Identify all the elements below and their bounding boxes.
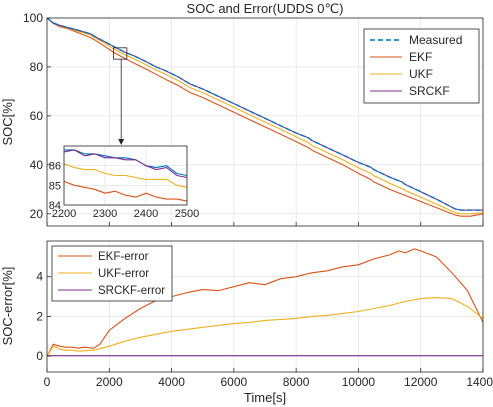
error-y-ticks: 0 2 4 [36,270,51,363]
inset-series-lines [63,149,188,202]
error-y-tick-label: 0 [36,349,43,363]
error-y-tick-label: 2 [36,309,43,323]
error-legend-label: SRCKF-error [98,285,165,297]
inset-x-tick-label: 2200 [52,208,76,220]
error-x-tick-label: 6000 [221,375,248,389]
soc-series-ekf [46,17,484,217]
soc-y-tick-label: 80 [30,60,44,74]
inset-y-tick-label: 86 [49,161,61,173]
error-x-tick-label: 0 [44,375,51,389]
inset-ticks: 2200 2300 2400 2500 84 85 86 [49,161,199,220]
soc-y-tick-label: 20 [30,207,44,221]
error-x-tick-label: 4000 [158,375,185,389]
inset-y-tick-label: 84 [49,200,61,212]
error-x-tick-label: 12000 [404,375,438,389]
error-x-tick-label: 8000 [283,375,310,389]
error-series-ukf-error [46,297,484,357]
soc-legend-label: SRCKF [409,84,450,98]
error-y-tick-label: 4 [36,270,43,284]
inset-series-ekf [63,180,188,202]
inset-x-tick-label: 2400 [134,208,158,220]
error-x-ticks: 0 2000 4000 6000 8000 10000 12000 14000 [44,368,493,389]
soc-legend: Measured EKF UKF SRCKF [363,28,480,104]
inset-y-tick-label: 85 [49,180,61,192]
inset-series-srckf [63,149,188,179]
inset-x-tick-label: 2500 [175,208,199,220]
soc-legend-label: Measured [409,33,462,47]
inset-x-tick-label: 2300 [93,208,117,220]
soc-chart-title: SOC and Error(UDDS 0℃) [187,1,344,16]
inset-series-ukf [63,163,188,188]
zoom-arrowhead [118,139,125,145]
soc-y-tick-label: 100 [23,11,43,25]
error-series-lines [46,248,484,357]
zoom-region-box [113,47,128,60]
soc-y-tick-label: 40 [30,158,44,172]
error-x-tick-label: 10000 [342,375,376,389]
error-axes: 0 2 4 0 2000 4000 6000 8000 10000 12000 14000 SOC… [0,240,493,405]
error-y-axis-label: SOC-error[%] [0,267,15,346]
soc-legend-label: EKF [409,50,432,64]
inset-series-measured [64,149,188,177]
soc-y-axis-label: SOC[%] [0,99,15,146]
error-x-tick-label: 14000 [466,375,493,389]
error-series-ekf-error [46,248,484,357]
soc-series-measured [46,17,483,211]
error-x-tick-label: 2000 [96,375,123,389]
time-x-axis-label: Time[s] [244,390,286,405]
soc-series-lines [46,17,484,217]
zoom-inset-axes: 2200 2300 2400 2500 84 85 86 [49,145,199,220]
soc-series-ukf [46,17,484,215]
soc-legend-label: UKF [409,67,433,81]
error-legend-label: EKF-error [98,251,149,263]
soc-y-tick-label: 60 [30,109,44,123]
error-legend: EKF-error UKF-error SRCKF-error [51,245,173,302]
soc-y-ticks: 20 40 60 80 100 [23,11,484,226]
error-legend-label: UKF-error [98,268,149,280]
